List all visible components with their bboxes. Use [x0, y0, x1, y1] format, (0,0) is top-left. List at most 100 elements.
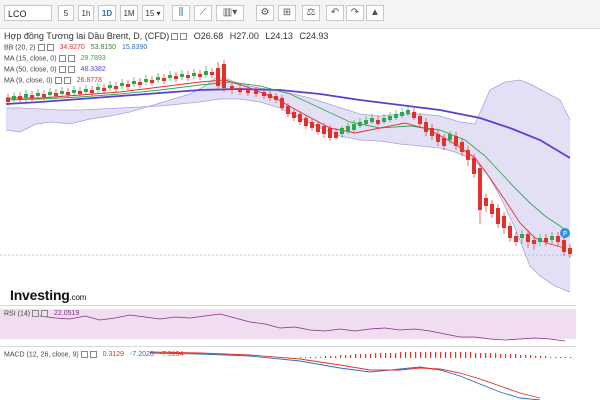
candle-type-icon[interactable]: ⫼ — [172, 5, 190, 21]
macd-histogram-bar — [520, 355, 522, 358]
macd-histogram-bar — [435, 352, 437, 358]
macd-histogram-bar — [380, 353, 382, 358]
candle-body — [66, 92, 70, 95]
candle-body — [430, 128, 434, 136]
candle-body — [514, 236, 518, 242]
candle-body — [388, 116, 392, 120]
ma9-legend: MA (9, close, 0) 26.8778 — [4, 77, 102, 84]
candle-body — [274, 96, 278, 100]
rsi-close-icon[interactable] — [41, 310, 49, 317]
candle-body — [246, 89, 250, 93]
symbol-input[interactable]: LCO — [4, 5, 52, 21]
candle-body — [520, 234, 524, 238]
candle-body — [6, 98, 10, 102]
ma50-legend: MA (50, close, 0) 48.3382 — [4, 66, 106, 73]
candle-body — [568, 248, 572, 254]
redo-icon[interactable]: ↷ — [346, 5, 364, 21]
ma50-legend-label: MA (50, close, 0) — [4, 66, 57, 74]
candle-body — [502, 216, 506, 228]
candle-body — [382, 118, 386, 122]
ma9-settings-icon[interactable] — [54, 77, 62, 84]
candle-body — [24, 94, 28, 98]
candle-body — [322, 126, 326, 134]
ma50-settings-icon[interactable] — [58, 66, 66, 73]
macd-close-icon[interactable] — [89, 351, 97, 358]
interval-1h-button[interactable]: 1h — [78, 5, 94, 21]
rsi-settings-icon[interactable] — [32, 310, 40, 317]
macd-histogram — [300, 352, 572, 358]
candle-body — [168, 75, 172, 78]
drawing-tools-icon[interactable]: ⊞ — [278, 5, 296, 21]
bb-settings-icon[interactable] — [37, 44, 45, 51]
candle-body — [292, 112, 296, 118]
candle-body — [12, 96, 16, 100]
candle-body — [30, 95, 34, 98]
interval-1m-button[interactable]: 1M — [120, 5, 138, 21]
macd-histogram-bar — [310, 357, 312, 358]
macd-histogram-bar — [395, 353, 397, 358]
macd-panel-graphic — [149, 351, 572, 400]
bb-close-icon[interactable] — [46, 44, 54, 51]
scale-icon[interactable]: ⚖ — [302, 5, 320, 21]
ohlc-open: O26.68 — [193, 31, 224, 41]
candle-body — [280, 98, 284, 108]
candle-body — [186, 75, 190, 78]
chart-title-text: Hợp đồng Tương lai Dầu Brent, D, (CFD) — [4, 31, 170, 41]
line-draw-icon[interactable]: ⟋ — [194, 5, 212, 21]
candle-body — [508, 226, 512, 238]
candle-body — [352, 124, 356, 130]
macd-settings-icon[interactable] — [80, 351, 88, 358]
alert-icon[interactable]: ▲ — [366, 5, 384, 21]
macd-histogram-bar — [495, 353, 497, 358]
macd-signal-line — [149, 351, 541, 399]
macd-histogram-bar — [445, 352, 447, 358]
candle-body — [532, 240, 536, 244]
candle-body — [162, 78, 166, 81]
bb-legend-label: BB (20, 2) — [4, 44, 36, 52]
title-close-icon[interactable] — [180, 33, 188, 41]
chart-toolbar: LCO 5 1h 1D 1M 15 ▾ ⫼ ⟋ ▥▾ ⚙ ⊞ ⚖ ↶ ↷ ▲ — [0, 0, 600, 29]
candle-body — [436, 134, 440, 142]
ma50-close-icon[interactable] — [67, 66, 75, 73]
candle-body — [84, 89, 88, 92]
candle-body — [120, 83, 124, 86]
candle-body — [216, 68, 220, 86]
macd-histogram-bar — [345, 355, 347, 358]
ma50-line — [5, 88, 571, 159]
ma15-legend: MA (15, close, 0) 29.7893 — [4, 55, 106, 62]
macd-legend: MACD (12, 26, close, 9) 0.3129 -7.2026 -… — [4, 351, 183, 358]
ma15-line — [5, 81, 571, 235]
title-settings-icon[interactable] — [171, 33, 179, 41]
candle-body — [198, 74, 202, 77]
candle-body — [144, 79, 148, 82]
macd-histogram-bar — [300, 357, 302, 358]
candle-body — [496, 208, 500, 224]
candle-body — [96, 87, 100, 90]
undo-icon[interactable]: ↶ — [326, 5, 344, 21]
candle-body — [418, 116, 422, 124]
investing-logo: Investing.com — [10, 287, 86, 303]
interval-5-button[interactable]: 5 — [58, 5, 74, 21]
indicators-icon[interactable]: ▥▾ — [216, 5, 244, 21]
price-chart[interactable]: P — [0, 28, 576, 400]
candle-body — [490, 204, 494, 214]
settings-icon[interactable]: ⚙ — [256, 5, 274, 21]
candle-body — [108, 85, 112, 88]
ohlc-high: H27.00 — [229, 31, 259, 41]
ma9-close-icon[interactable] — [63, 77, 71, 84]
logo-name: Investing — [10, 287, 70, 303]
interval-1d-button[interactable]: 1D — [98, 5, 116, 21]
candle-body — [54, 93, 58, 96]
rsi-panel-graphic — [0, 309, 576, 342]
candle-body — [370, 118, 374, 122]
macd-histogram-bar — [570, 357, 572, 358]
candle-body — [72, 90, 76, 93]
ma15-settings-icon[interactable] — [58, 55, 66, 62]
interval-15-button[interactable]: 15 ▾ — [142, 5, 164, 21]
macd-histogram-bar — [330, 356, 332, 358]
price-marker-icon[interactable] — [560, 228, 570, 238]
ma15-close-icon[interactable] — [67, 55, 75, 62]
macd-histogram-bar — [325, 356, 327, 358]
candle-body — [18, 96, 22, 100]
candle-body — [340, 128, 344, 134]
